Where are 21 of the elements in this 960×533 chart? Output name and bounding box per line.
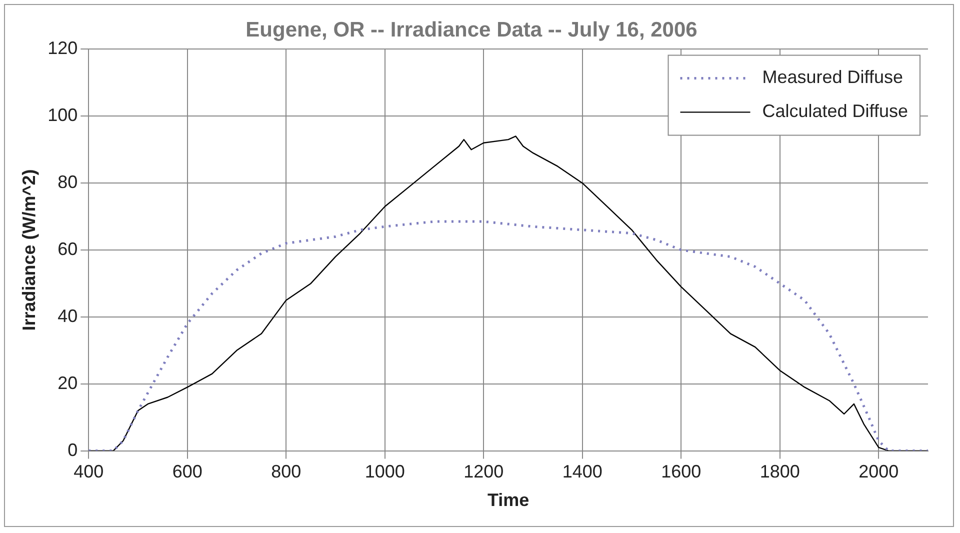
y-tick-label: 100 bbox=[48, 105, 78, 126]
x-tick-label: 800 bbox=[271, 462, 302, 482]
x-tick-label: 400 bbox=[74, 462, 104, 482]
y-tick-label: 0 bbox=[68, 440, 78, 460]
legend-label: Calculated Diffuse bbox=[762, 101, 908, 122]
x-tick-label: 600 bbox=[172, 462, 202, 482]
x-tick-label: 1800 bbox=[760, 462, 800, 482]
y-tick-label: 20 bbox=[58, 372, 78, 393]
chart-title: Eugene, OR -- Irradiance Data -- July 16, 2006 bbox=[246, 18, 698, 42]
y-tick-label: 120 bbox=[48, 38, 78, 58]
x-tick-label: 1200 bbox=[464, 462, 504, 482]
x-axis-title: Time bbox=[487, 490, 530, 510]
x-tick-label: 1000 bbox=[364, 462, 405, 482]
y-tick-label: 60 bbox=[58, 238, 78, 259]
x-tick-label: 2000 bbox=[858, 462, 899, 482]
y-tick-label: 40 bbox=[58, 306, 78, 326]
legend-label: Measured Diffuse bbox=[762, 67, 903, 88]
x-tick-label: 1600 bbox=[661, 462, 702, 482]
y-axis-title: Irradiance (W/m^2) bbox=[18, 169, 39, 331]
y-tick-label: 80 bbox=[58, 172, 78, 192]
x-tick-label: 1400 bbox=[562, 462, 602, 482]
